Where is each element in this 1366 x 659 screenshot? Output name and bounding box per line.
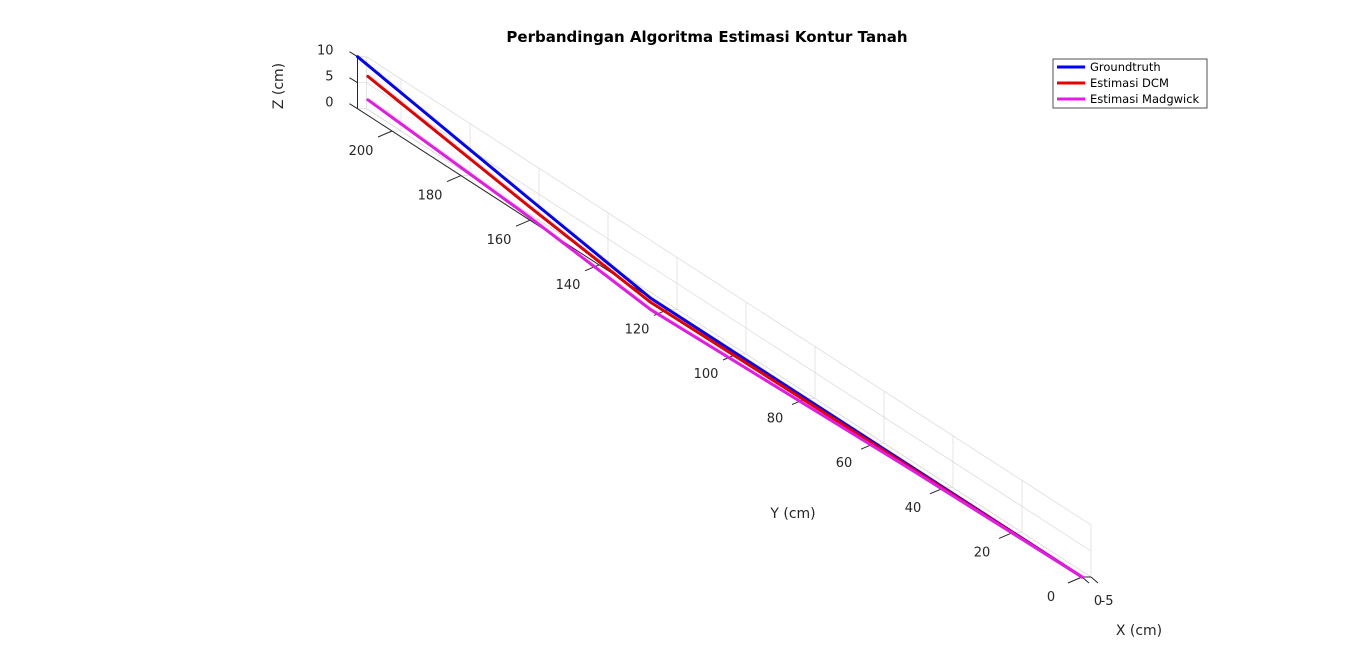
z-tick xyxy=(349,51,358,58)
z-tick xyxy=(349,103,358,110)
y-tick xyxy=(446,175,462,183)
x-tick-label: -5 xyxy=(1101,594,1114,609)
series-line-groundtruth xyxy=(356,55,1084,579)
y-tick xyxy=(1067,576,1083,584)
legend-label-groundtruth: Groundtruth xyxy=(1090,60,1161,74)
series-lines xyxy=(356,55,1084,579)
y-tick-label: 200 xyxy=(349,144,374,159)
grid-line-back-z xyxy=(366,82,1092,552)
y-tick-label: 20 xyxy=(974,545,991,560)
grid-line-back-z xyxy=(366,56,1092,526)
z-axis-label: Z (cm) xyxy=(271,63,287,109)
y-tick-label: 100 xyxy=(694,367,719,382)
y-tick-label: 180 xyxy=(418,189,443,204)
z-tick xyxy=(349,77,358,84)
y-axis-label: Y (cm) xyxy=(769,506,815,522)
legend-label-estimasi-madgwick: Estimasi Madgwick xyxy=(1090,92,1200,106)
y-tick xyxy=(584,264,600,272)
axes xyxy=(349,51,1099,584)
y-tick-label: 40 xyxy=(905,501,922,516)
z-tick-label: 5 xyxy=(325,70,333,85)
x-tick xyxy=(1090,576,1099,584)
series-line-estimasi-madgwick xyxy=(366,98,1084,579)
y-tick-label: 60 xyxy=(836,456,853,471)
y-tick-label: 120 xyxy=(625,322,650,337)
x-tick xyxy=(1081,576,1090,584)
y-tick xyxy=(515,219,531,227)
y-tick-label: 160 xyxy=(487,233,512,248)
y-tick-label: 140 xyxy=(556,278,581,293)
legend: Groundtruth Estimasi DCM Estimasi Madgwi… xyxy=(1052,58,1208,109)
grid-lines xyxy=(357,56,1092,578)
y-tick xyxy=(377,130,393,138)
x-tick-label: 0 xyxy=(1094,594,1102,609)
chart-title: Perbandingan Algoritma Estimasi Kontur T… xyxy=(506,28,907,46)
y-tick-label: 80 xyxy=(767,412,784,427)
x-axis-label: X (cm) xyxy=(1116,623,1162,639)
legend-label-estimasi-dcm: Estimasi DCM xyxy=(1090,76,1169,90)
z-tick-label: 0 xyxy=(325,96,333,111)
y-tick-label: 0 xyxy=(1047,590,1055,605)
z-tick-label: 10 xyxy=(317,44,334,59)
